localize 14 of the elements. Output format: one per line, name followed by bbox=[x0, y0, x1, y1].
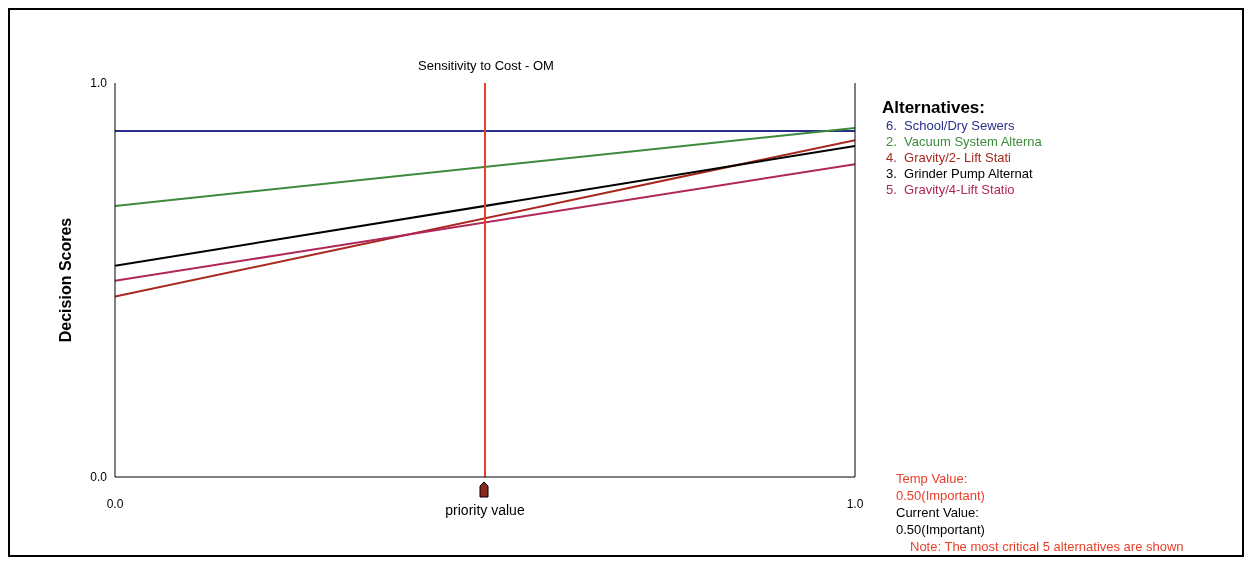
text: Temp Value: bbox=[896, 470, 969, 487]
text: 0.50(Important) bbox=[896, 521, 986, 538]
text: 0.50(Important) bbox=[896, 487, 986, 504]
x-axis-title: priority value bbox=[445, 502, 525, 518]
text: 2. Vacuum System Alterna bbox=[885, 134, 1042, 150]
text: 3. Grinder Pump Alternat bbox=[885, 166, 1034, 182]
chart-title: Sensitivity to Cost - OM bbox=[417, 58, 555, 73]
text: Note: The most critical 5 alternatives are shown bbox=[909, 538, 1184, 555]
text: Current Value: bbox=[896, 504, 980, 521]
text: 5. Gravity/4-Lift Statio bbox=[885, 182, 1016, 198]
y-axis-title: Decision Scores bbox=[56, 217, 74, 343]
text: 4. Gravity/2- Lift Stati bbox=[885, 150, 1012, 166]
text: 6. School/Dry Sewers bbox=[885, 118, 1016, 134]
legend-title: Alternatives: bbox=[882, 98, 986, 117]
